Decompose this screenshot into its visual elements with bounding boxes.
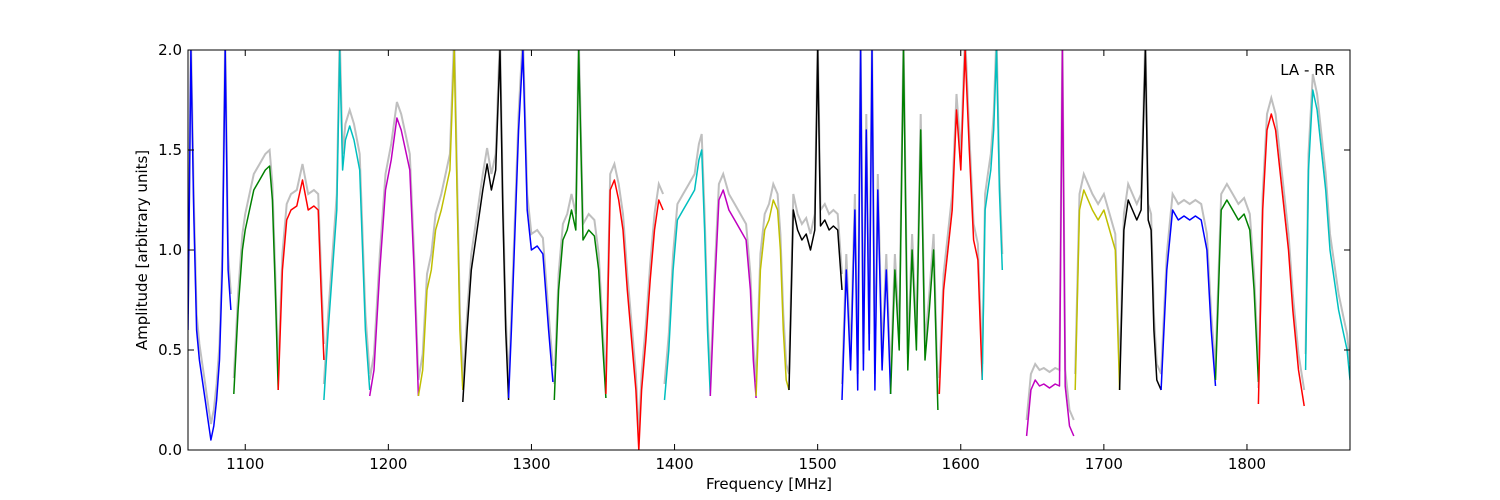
reference-trace-22 bbox=[1160, 190, 1217, 375]
series-line-18 bbox=[981, 50, 1004, 381]
series-line-3 bbox=[277, 179, 325, 391]
x-tick-label: 1200 bbox=[369, 455, 407, 473]
reference-trace-23 bbox=[1214, 181, 1260, 367]
reference-trace-9 bbox=[553, 50, 607, 385]
chart-annotation: LA - RR bbox=[1280, 61, 1335, 79]
x-tick-label: 1100 bbox=[226, 455, 264, 473]
y-tick-label: 1.0 bbox=[158, 241, 182, 259]
reference-trace-24 bbox=[1257, 94, 1306, 391]
series-line-17 bbox=[938, 50, 983, 395]
series-line-14 bbox=[788, 50, 843, 391]
series-line-1 bbox=[188, 50, 232, 441]
reference-trace-19 bbox=[1025, 50, 1075, 421]
series-line-6 bbox=[417, 50, 464, 397]
reference-trace-20 bbox=[1074, 170, 1121, 375]
series-line-2 bbox=[233, 165, 279, 395]
x-tick-label: 1400 bbox=[655, 455, 693, 473]
series-line-8 bbox=[507, 50, 554, 399]
y-tick-label: 0.5 bbox=[158, 341, 182, 359]
reference-trace-10 bbox=[604, 160, 665, 435]
series-line-25 bbox=[1304, 89, 1350, 381]
y-tick-label: 1.5 bbox=[158, 141, 182, 159]
y-tick-label: 0.0 bbox=[158, 441, 182, 459]
x-tick-label: 1300 bbox=[512, 455, 550, 473]
series-line-15 bbox=[841, 50, 892, 401]
x-axis-label: Frequency [MHz] bbox=[706, 475, 832, 493]
series-line-23 bbox=[1214, 199, 1260, 383]
series-layer bbox=[188, 50, 1350, 450]
reference-trace-13 bbox=[755, 180, 790, 381]
x-tick-label: 1800 bbox=[1228, 455, 1266, 473]
series-line-4 bbox=[323, 50, 371, 401]
series-line-7 bbox=[462, 50, 510, 403]
x-tick-label: 1600 bbox=[942, 455, 980, 473]
series-line-22 bbox=[1160, 209, 1217, 391]
series-line-21 bbox=[1118, 50, 1162, 391]
x-tick-label: 1700 bbox=[1085, 455, 1123, 473]
series-line-24 bbox=[1257, 113, 1305, 407]
x-tick-label: 1500 bbox=[799, 455, 837, 473]
series-line-19 bbox=[1025, 50, 1075, 437]
y-tick-label: 2.0 bbox=[158, 41, 182, 59]
series-line-16 bbox=[889, 50, 939, 411]
series-line-10 bbox=[605, 179, 664, 450]
y-axis-ticks: 0.0 0.5 1.0 1.5 2.0 bbox=[158, 41, 1350, 459]
reference-trace-25 bbox=[1304, 73, 1350, 365]
series-line-11 bbox=[663, 149, 712, 401]
series-line-5 bbox=[368, 117, 420, 397]
series-line-12 bbox=[709, 189, 757, 399]
series-line-9 bbox=[553, 50, 607, 401]
y-axis-label: Amplitude [arbitrary units] bbox=[133, 150, 151, 350]
series-line-13 bbox=[755, 199, 790, 397]
x-axis-ticks: 1100 1200 1300 1400 1500 1600 1700 1800 bbox=[226, 50, 1266, 473]
series-line-20 bbox=[1074, 189, 1121, 391]
